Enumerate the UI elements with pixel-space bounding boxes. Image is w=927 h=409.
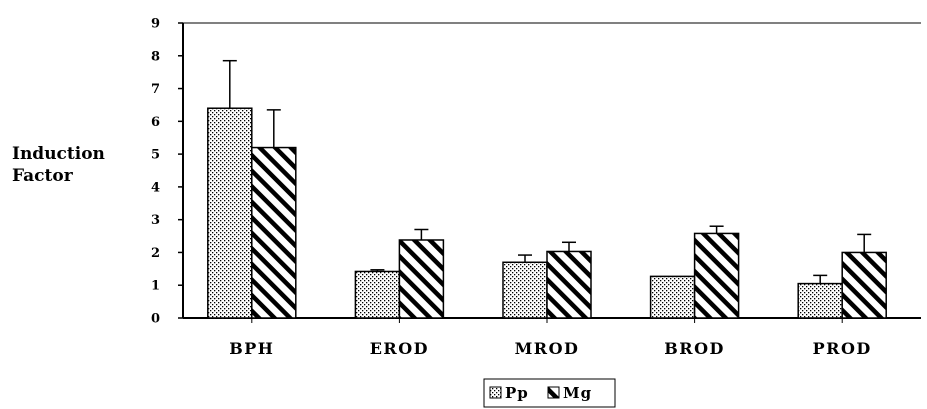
category-labels: BPH EROD MROD BROD PROD xyxy=(229,339,872,358)
y-tick-label: 4 xyxy=(151,180,160,195)
bars-group xyxy=(207,59,887,319)
bar-pp-brod xyxy=(649,275,696,319)
bar-mg-prod xyxy=(841,251,887,319)
bar-pp-bph xyxy=(207,107,253,319)
y-tick-label: 1 xyxy=(151,279,160,294)
bar-mg-erod xyxy=(398,239,445,319)
y-tick-label: 7 xyxy=(151,82,160,97)
category-label: PROD xyxy=(813,339,872,358)
legend: Pp Mg xyxy=(483,378,616,408)
y-tick-label: 2 xyxy=(151,246,160,261)
y-tick-label: 3 xyxy=(151,213,160,228)
bar-mg-bph xyxy=(251,146,297,319)
bar-pp-erod xyxy=(354,270,401,319)
bar-mg-brod xyxy=(693,232,740,319)
y-tick-label: 6 xyxy=(151,115,160,130)
category-label: BROD xyxy=(664,339,725,358)
legend-swatch-pp xyxy=(489,386,502,399)
bar-mg-mrod xyxy=(546,250,592,319)
y-tick-label: 0 xyxy=(151,312,160,327)
y-axis-label: Induction Factor xyxy=(12,143,105,187)
bar-pp-prod xyxy=(797,282,843,319)
y-tick-label: 9 xyxy=(151,17,160,32)
category-label: MROD xyxy=(515,339,580,358)
y-axis-label-line-2: Factor xyxy=(12,166,73,186)
legend-box xyxy=(483,378,616,408)
legend-label-mg: Mg xyxy=(563,384,592,402)
category-label: EROD xyxy=(370,339,429,358)
y-axis-label-line-1: Induction xyxy=(12,144,105,164)
bar-pp-mrod xyxy=(502,261,548,319)
legend-label-pp: Pp xyxy=(505,384,529,402)
y-tick-label: 5 xyxy=(151,148,160,163)
y-tick-label: 8 xyxy=(151,49,160,64)
category-label: BPH xyxy=(229,339,274,358)
legend-swatch-mg xyxy=(547,386,560,399)
